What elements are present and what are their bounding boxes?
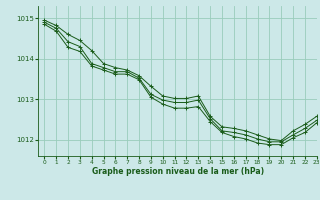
X-axis label: Graphe pression niveau de la mer (hPa): Graphe pression niveau de la mer (hPa) xyxy=(92,167,264,176)
